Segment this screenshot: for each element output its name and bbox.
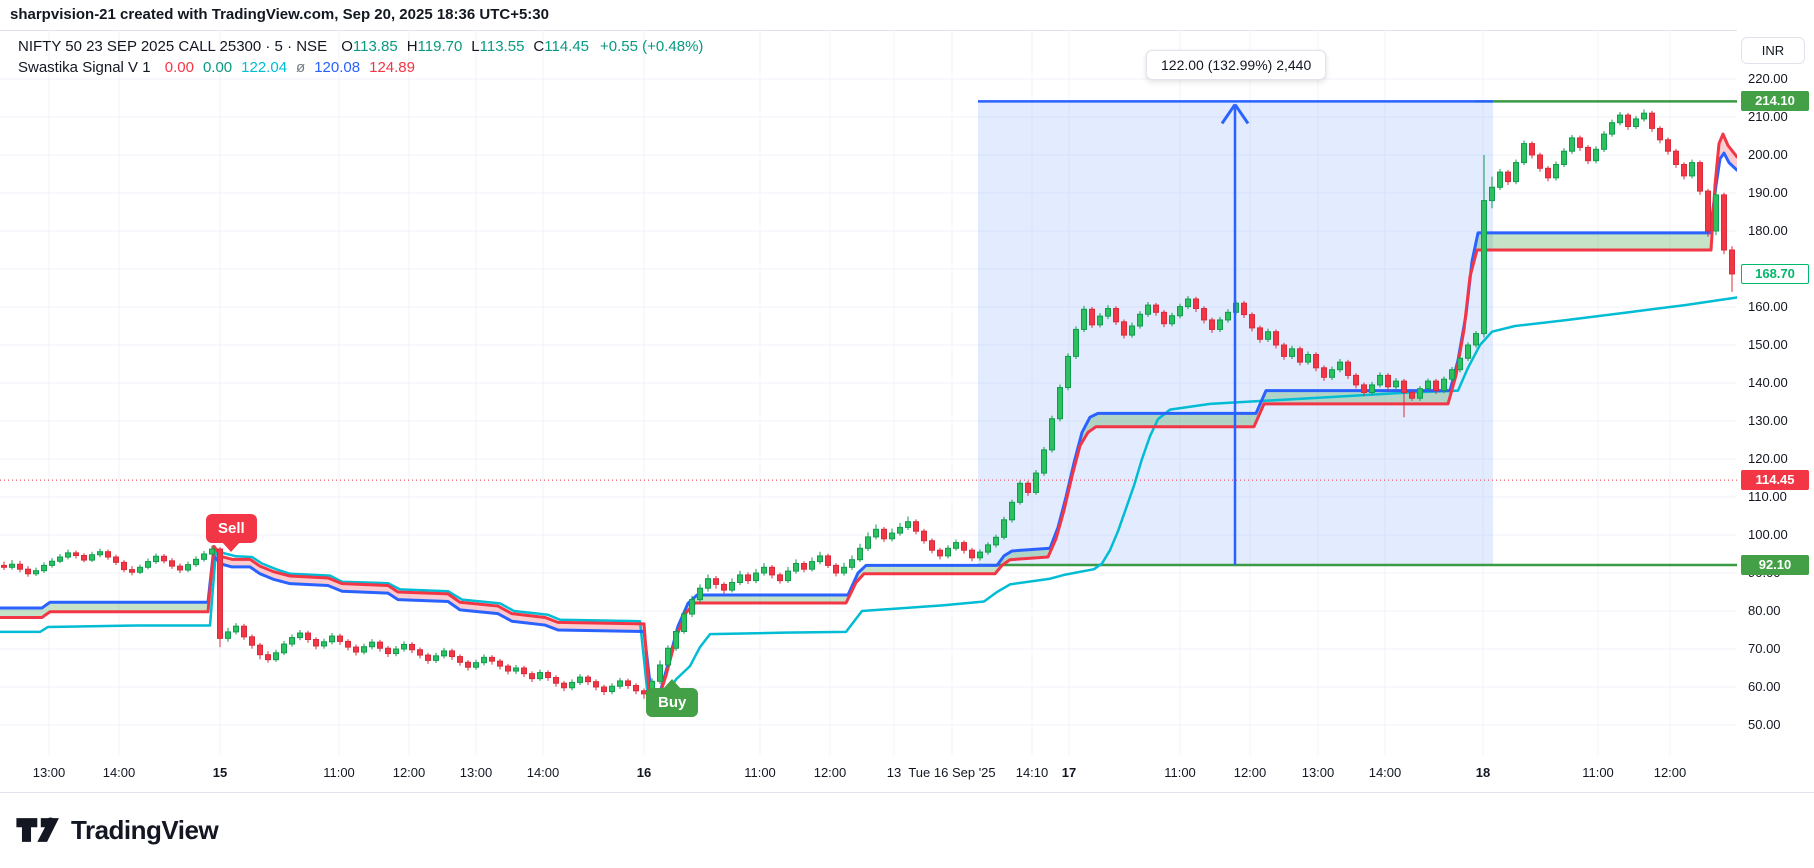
time-tick-label: 11:00 — [744, 765, 776, 780]
price-tick-label: 100.00 — [1748, 527, 1788, 542]
price-tag-114.45: 114.45 — [1741, 470, 1809, 491]
price-tag-168.70: 168.70 — [1741, 263, 1809, 284]
chart-bottom-divider — [0, 792, 1814, 793]
price-tick-label: 60.00 — [1748, 679, 1781, 694]
time-tick-label: 18 — [1475, 765, 1491, 780]
time-tick-label: 12:00 — [1233, 765, 1267, 780]
time-tick-label: 13 — [886, 765, 902, 780]
price-change: +0.55 (+0.48%) — [600, 38, 704, 55]
header-divider — [0, 30, 1814, 31]
time-tick-label: 12:00 — [392, 765, 426, 780]
measure-tooltip: 122.00 (132.99%) 2,440 — [1146, 50, 1327, 80]
indicator-value: 120.08 — [314, 59, 361, 76]
indicator-title[interactable]: Swastika Signal V 1 — [18, 59, 151, 76]
currency-button[interactable]: INR — [1741, 37, 1805, 64]
ohlc-value: 113.55 — [479, 38, 525, 55]
price-tick-label: 130.00 — [1748, 413, 1788, 428]
price-tick-label: 150.00 — [1748, 337, 1788, 352]
time-tick-label: 11:00 — [323, 765, 355, 780]
price-tag-214.10: 214.10 — [1741, 91, 1809, 112]
price-tick-label: 200.00 — [1748, 147, 1788, 162]
ohlc-label: C — [533, 38, 545, 55]
time-tick-label: 14:00 — [102, 765, 136, 780]
price-tick-label: 80.00 — [1748, 603, 1781, 618]
time-tick-label: 14:10 — [1015, 765, 1049, 780]
ohlc-label: O — [341, 38, 353, 55]
time-tick-label: Tue 16 Sep '25 — [908, 765, 996, 780]
price-tick-label: 180.00 — [1748, 223, 1788, 238]
ohlc-label: H — [406, 38, 418, 55]
time-tick-label: 13:00 — [1301, 765, 1335, 780]
time-tick-label: 13:00 — [32, 765, 66, 780]
price-axis[interactable]: INR 220.00210.00200.00190.00180.00170.00… — [1737, 30, 1814, 755]
price-tick-label: 70.00 — [1748, 641, 1781, 656]
time-tick-label: 13:00 — [459, 765, 493, 780]
price-tick-label: 110.00 — [1748, 489, 1787, 504]
time-tick-label: 11:00 — [1582, 765, 1614, 780]
price-tick-label: 50.00 — [1748, 717, 1781, 732]
indicator-value: ø — [296, 59, 306, 76]
ohlc-value: 113.85 — [352, 38, 398, 55]
buy-signal-marker[interactable]: Buy — [646, 688, 699, 717]
symbol-legend-row[interactable]: NIFTY 50 23 SEP 2025 CALL 25300 · 5 · NS… — [18, 36, 703, 57]
time-tick-label: 11:00 — [1164, 765, 1196, 780]
time-tick-label: 15 — [212, 765, 228, 780]
attribution-text: sharpvision-21 created with TradingView.… — [10, 6, 549, 23]
ohlc-label: L — [471, 38, 480, 55]
indicator-value: 0.00 — [202, 59, 233, 76]
time-tick-label: 12:00 — [1653, 765, 1687, 780]
sell-signal-marker[interactable]: Sell — [206, 514, 257, 543]
price-tick-label: 220.00 — [1748, 71, 1788, 86]
indicator-legend-row[interactable]: Swastika Signal V 1 0.00 0.00 122.04 ø 120.0… — [18, 57, 703, 78]
indicator-value: 124.89 — [369, 59, 415, 76]
time-tick-label: 17 — [1061, 765, 1077, 780]
price-tick-label: 160.00 — [1748, 299, 1788, 314]
ohlc-value: 114.45 — [544, 38, 590, 55]
price-tick-label: 190.00 — [1748, 185, 1788, 200]
symbol-title[interactable]: NIFTY 50 23 SEP 2025 CALL 25300 · 5 · NS… — [18, 38, 328, 55]
price-tag-92.10: 92.10 — [1741, 555, 1809, 576]
indicator-value: 0.00 — [164, 59, 194, 76]
chart-legend[interactable]: NIFTY 50 23 SEP 2025 CALL 25300 · 5 · NS… — [18, 36, 703, 78]
time-axis[interactable]: 13:00 14:00 15 11:00 12:00 13:00 14:00 16 11:00 1… — [0, 755, 1814, 792]
time-tick-label: 16 — [636, 765, 652, 780]
price-tick-label: 210.00 — [1748, 109, 1788, 124]
tradingview-brand-text: TradingView — [71, 814, 219, 845]
chart-canvas[interactable] — [0, 30, 1737, 755]
tradingview-footer: TradingView — [15, 808, 219, 852]
tradingview-logo-icon — [16, 817, 59, 842]
time-tick-label: 12:00 — [813, 765, 847, 780]
time-tick-label: 14:00 — [526, 765, 560, 780]
price-tick-label: 120.00 — [1748, 451, 1788, 466]
indicator-value: 122.04 — [241, 59, 288, 76]
time-tick-label: 14:00 — [1368, 765, 1402, 780]
ohlc-value: 119.70 — [417, 38, 463, 55]
price-tick-label: 140.00 — [1748, 375, 1788, 390]
